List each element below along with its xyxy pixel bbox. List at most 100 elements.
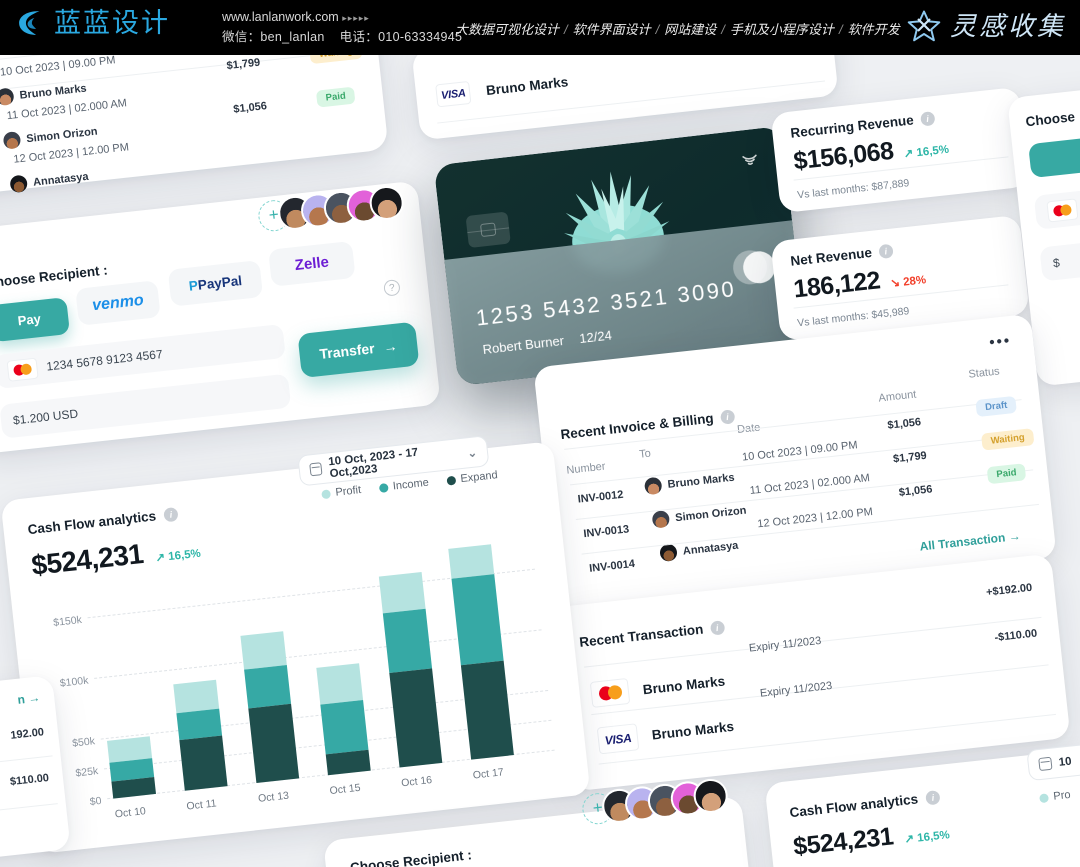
invoice-number-2: INV-0014 [588,557,636,575]
transfer-card: Choose Recipient : Pay venmo PPayPal Zel… [0,180,441,455]
avatar [659,543,678,563]
trend-up-icon-label: ↗ 16,5% [903,829,951,847]
star-icon [907,10,941,41]
transaction-expiry-0: Expiry 11/2023 [748,634,822,655]
col-header-status: Status [967,365,1001,381]
agency-website: www.lanlanwork.com [222,10,339,24]
avatar [651,509,671,529]
invoice-amount-1: $1,799 [892,449,928,466]
chevron-down-icon: ⌄ [466,446,478,460]
service-0: 大数据可视化设计 [455,22,560,37]
invoice-to-0: Bruno Marks [643,469,736,496]
recent-invoice-header: Recent Invoice & Billing i [560,408,736,442]
legend-item-income: Income [378,477,429,494]
all-transaction-link[interactable]: n → [16,690,41,707]
invoice-amount-2: $1,056 [898,483,934,499]
net-revenue-vs-last: Vs last months: $45,989 [796,305,910,330]
card-brand-mark [731,248,777,294]
mastercard-icon [6,357,39,382]
visa-icon: VISA [596,723,640,755]
invoice-status-1: Waiting [980,426,1035,451]
payment-method-paypal[interactable]: PPayPal [167,260,264,307]
payment-method-apple-pay[interactable] [1028,136,1080,179]
contactless-icon [742,154,757,165]
xtick-2: Oct 13 [257,789,290,805]
legend-item-expand: Expand [446,469,498,486]
more-horizontal-icon[interactable]: ••• [988,331,1013,352]
avatar [2,130,22,150]
bar-group-5[interactable] [448,543,514,760]
service-2: 网站建设 [664,22,717,37]
legend-item-profit: Pro [1039,789,1071,804]
credit-card[interactable]: 1253 5432 3521 3090 Robert Burner 12/24 [433,125,807,387]
ytick-4: $150k [52,613,83,629]
arrow-right-icon: → [1007,528,1022,544]
invoice-status-2: Paid [986,461,1027,485]
bar-group-2[interactable] [240,631,300,784]
avatar [0,87,15,107]
emv-chip-icon [465,211,511,249]
visa-row: VISA Bruno Marks [435,70,569,108]
cashflow-analytics-card: 10 Oct, 2023 - 17 Oct,2023 ⌄ Cash Flow a… [0,435,591,854]
info-icon[interactable]: i [709,619,725,636]
info-icon[interactable]: i [919,110,936,127]
info-icon[interactable]: i [719,408,736,425]
bottom-cashflow-header: Cash Flow analytics i [789,789,941,820]
divider [0,803,58,815]
info-icon[interactable]: i [163,506,179,522]
lanlan-logo-icon [19,11,40,35]
bar-group-1[interactable] [173,680,228,791]
calendar-icon [1038,756,1053,772]
arrow-right-icon: → [27,690,41,706]
visa-row-name: Bruno Marks [485,74,569,99]
cashflow-value-row: $524,231 ↗ 16,5% [29,538,202,581]
choose-recipient-label: Choose Recipient : [349,847,473,867]
trend-up-icon-label: ↗ 16,5% [903,143,950,161]
net-revenue-value-row: 186,122 ↘ 28% [792,266,927,304]
agency-logo-text: 蓝蓝设计 [54,8,170,38]
agency-phone: 电话：010-63334945 [339,30,463,44]
invoice-amount-2: $1,056 [232,100,268,116]
transaction-amount-0: 192.00 [9,726,45,742]
cashflow-header: Cash Flow analytics i [27,506,179,537]
avatar [643,476,663,496]
service-1: 软件界面设计 [572,22,651,37]
xtick-0: Oct 10 [114,805,147,821]
xtick-4: Oct 16 [400,774,433,790]
question-circle-icon[interactable]: ? [383,279,401,297]
invoice-number-1: INV-0013 [582,523,630,541]
transaction-amount-1: -$110.00 [993,627,1038,645]
card-number-field[interactable] [1033,186,1080,230]
payment-method-zelle[interactable]: Zelle [268,240,356,287]
info-icon[interactable]: i [925,789,941,805]
bottom-cashflow-value-row: $524,231 ↗ 16,5% [791,822,951,862]
transfer-button[interactable]: Transfer → [297,321,420,379]
mastercard-icon [1046,197,1079,222]
info-icon[interactable]: i [878,243,894,259]
invoice-status-2: Paid [315,85,356,108]
invoice-date-0: 10 Oct 2023 | 09.00 PM [0,54,117,79]
agency-logo: 蓝蓝设计 [14,6,170,40]
agency-services: 大数据可视化设计 / 软件界面设计 / 网站建设 / 手机及小程序设计 / 软件开发 [455,22,900,37]
bar-group-3[interactable] [316,663,371,776]
divider [0,755,53,768]
col-header-number: Number [565,460,607,477]
invoice-status-0: Draft [975,394,1018,418]
agency-wechat: 微信：ben_lanlan [222,30,325,44]
agency-banner: 蓝蓝设计 www.lanlanwork.com ▸▸▸▸▸ 微信：ben_lan… [0,0,1080,55]
cashflow-bar-chart: $0 $25k $50k $100k $150k [53,540,555,820]
payment-method-venmo[interactable]: venmo [75,280,161,326]
payment-method-apple-pay[interactable]: Pay [0,297,71,343]
mastercard-icon [589,677,631,708]
xtick-5: Oct 17 [472,766,505,782]
avatar [9,174,29,194]
recurring-revenue-vs-last: Vs last months: $87,889 [796,177,910,202]
amount-field[interactable]: $ [1039,237,1080,282]
calendar-icon [309,462,323,477]
bar-group-0[interactable] [106,736,156,799]
transaction-name-1: Bruno Marks [651,718,735,743]
recurring-revenue-card: Recurring Revenue i $156,068 ↗ 16,5% Vs … [770,86,1030,214]
invoice-number-0: INV-0012 [577,488,624,506]
visa-icon: VISA [435,80,472,108]
